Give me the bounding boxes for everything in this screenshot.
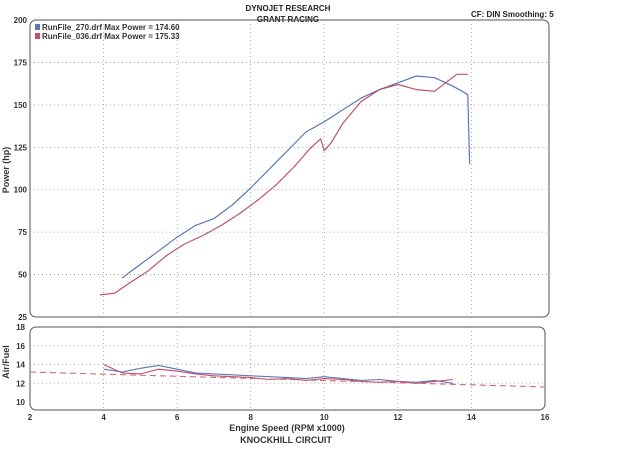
power-y-tick-label: 100 <box>14 186 28 195</box>
airfuel-line-run036 <box>103 363 454 384</box>
power-axis-label: Power (hp) <box>1 147 11 194</box>
airfuel-series <box>29 363 546 388</box>
airfuel-grid <box>30 327 545 410</box>
chart-title-line1: DYNOJET RESEARCH <box>246 4 331 13</box>
correction-settings: CF: DIN Smoothing: 5 <box>471 10 554 19</box>
airfuel-plot-frame <box>29 326 546 411</box>
rpm-x-tick-label: 14 <box>467 413 476 422</box>
legend-swatch-run036 <box>35 33 40 39</box>
rpm-x-ticks: 2 4 6 8 10 12 14 16 <box>28 413 550 422</box>
legend-swatch-run270 <box>35 24 40 30</box>
power-y-tick-label: 150 <box>14 101 28 110</box>
power-y-tick-label: 200 <box>14 16 28 25</box>
airfuel-y-tick-label: 10 <box>16 398 25 407</box>
rpm-axis-label: Engine Speed (RPM x1000) <box>229 423 345 433</box>
airfuel-line-run270 <box>103 364 454 384</box>
power-y-tick-label: 125 <box>14 143 28 152</box>
power-y-tick-label: 50 <box>18 271 27 280</box>
track-name: KNOCKHILL CIRCUIT <box>240 435 332 445</box>
rpm-x-tick-label: 2 <box>28 413 33 422</box>
legend-entry-run270: RunFile_270.drf Max Power = 174.60 <box>42 23 180 32</box>
rpm-x-tick-label: 6 <box>175 413 180 422</box>
power-y-tick-label: 75 <box>18 228 27 237</box>
power-y-tick-label: 175 <box>14 58 28 67</box>
power-y-ticks: 25 50 75 100 125 150 175 200 <box>14 16 28 322</box>
rpm-x-tick-label: 8 <box>248 413 253 422</box>
rpm-x-tick-label: 10 <box>320 413 329 422</box>
rpm-x-tick-label: 4 <box>101 413 106 422</box>
legend-entry-run036: RunFile_036.drf Max Power = 175.33 <box>42 32 180 41</box>
airfuel-line-afr_target <box>29 371 546 388</box>
airfuel-y-tick-label: 16 <box>16 342 25 351</box>
rpm-x-tick-label: 12 <box>393 413 402 422</box>
power-series <box>99 73 471 296</box>
rpm-x-tick-label: 16 <box>541 413 550 422</box>
power-line-run036 <box>99 73 468 296</box>
power-line-run270 <box>121 75 471 279</box>
airfuel-axis-label: Air/Fuel <box>1 345 11 379</box>
power-grid <box>30 20 549 317</box>
airfuel-y-tick-label: 12 <box>16 379 25 388</box>
airfuel-y-tick-label: 18 <box>16 323 25 332</box>
legend: RunFile_270.drf Max Power = 174.60 RunFi… <box>35 23 180 41</box>
airfuel-y-tick-label: 14 <box>16 361 25 370</box>
airfuel-y-ticks: 10 12 14 16 18 <box>16 323 25 407</box>
power-y-tick-label: 25 <box>18 313 27 322</box>
power-plot-frame <box>29 19 550 318</box>
